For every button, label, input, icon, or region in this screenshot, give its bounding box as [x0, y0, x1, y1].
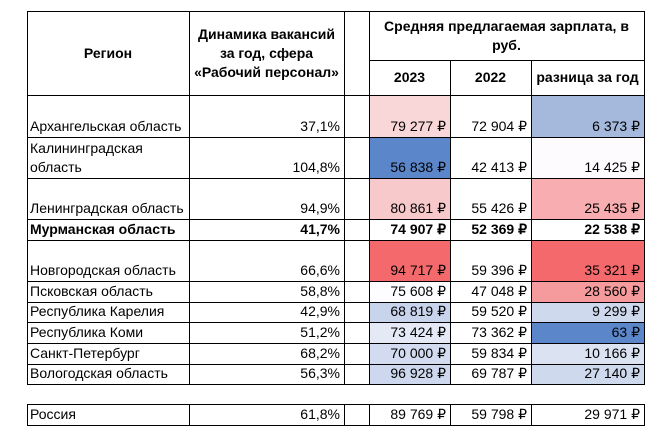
header-2023: 2023: [393, 69, 426, 85]
salary-2023-cell: 73 424 ₽: [369, 322, 450, 343]
salary-2023-cell: 56 838 ₽: [369, 137, 450, 178]
dynamics-cell: 41,7%: [300, 221, 340, 237]
salary-diff-cell: 14 425 ₽: [531, 137, 644, 178]
salary-2022-cell: 52 369 ₽: [471, 221, 527, 237]
subheader-line: [369, 60, 645, 61]
header-bottom-line: [27, 95, 645, 96]
grid-line: [450, 404, 451, 426]
salary-diff-cell: 6 373 ₽: [531, 95, 644, 137]
salary-2022-cell: 59 396 ₽: [471, 262, 527, 278]
grid-line: [531, 60, 532, 385]
row-line: [27, 281, 645, 282]
row-line: [27, 343, 645, 344]
dynamics-cell: 58,8%: [300, 283, 340, 299]
header-region: Регион: [83, 44, 133, 61]
dynamics-cell: 37,1%: [300, 118, 340, 134]
salary-2022-cell: 72 904 ₽: [471, 118, 527, 134]
salary-2023-cell: 94 717 ₽: [369, 240, 450, 281]
dynamics-cell: 56,3%: [300, 365, 340, 381]
salary-2023-cell: 70 000 ₽: [369, 343, 450, 364]
salary-diff-cell: 35 321 ₽: [531, 240, 644, 281]
salary-2022-cell: 42 413 ₽: [471, 159, 527, 175]
total-top-line: [27, 404, 645, 405]
salary-2023-cell: 74 907 ₽: [369, 219, 450, 240]
header-2022: 2022: [474, 69, 507, 85]
region-cell: Калининградская область: [30, 140, 143, 175]
grid-line: [189, 404, 190, 426]
region-cell: Новгородская область: [30, 262, 176, 278]
row-line: [27, 137, 645, 138]
dynamics-cell: 104,8%: [292, 159, 340, 175]
region-cell: Мурманская область: [30, 221, 176, 237]
row-line: [27, 302, 645, 303]
row-line: [27, 219, 645, 220]
salary-2022-cell: 59 834 ₽: [471, 345, 527, 361]
region-cell: Республика Карелия: [30, 303, 165, 319]
salary-2023-cell: 75 608 ₽: [369, 281, 450, 302]
row-line: [27, 178, 645, 179]
grid-line: [27, 11, 28, 385]
salary-diff-cell: 25 435 ₽: [531, 178, 644, 219]
total-diff: 29 971 ₽: [584, 406, 640, 422]
header-dynamics: Динамика вакансий за год, сфера «Рабочий…: [194, 25, 339, 80]
total-region: Россия: [30, 406, 76, 422]
salary-2023-cell: 80 861 ₽: [369, 178, 450, 219]
dynamics-cell: 66,6%: [300, 262, 340, 278]
dynamics-cell: 94,9%: [300, 200, 340, 216]
table-top-border: [27, 11, 645, 12]
salary-2022-cell: 55 426 ₽: [471, 200, 527, 216]
salary-2022-cell: 69 787 ₽: [471, 365, 527, 381]
region-cell: Республика Коми: [30, 324, 144, 340]
row-line: [27, 384, 645, 385]
salary-2022-cell: 59 520 ₽: [471, 303, 527, 319]
row-line: [27, 364, 645, 365]
total-2023: 89 769 ₽: [390, 406, 446, 422]
grid-line: [369, 404, 370, 426]
grid-line: [644, 11, 645, 385]
grid-line: [344, 11, 345, 385]
grid-line: [344, 404, 345, 426]
grid-line: [450, 60, 451, 385]
salary-diff-cell: 27 140 ₽: [531, 364, 644, 384]
salary-diff-cell: 10 166 ₽: [531, 343, 644, 364]
salary-diff-cell: 28 560 ₽: [531, 281, 644, 302]
grid-line: [531, 404, 532, 426]
grid-line: [644, 404, 645, 426]
region-cell: Архангельская область: [30, 118, 182, 134]
region-cell: Санкт-Петербург: [30, 345, 140, 361]
grid-line: [27, 404, 28, 426]
dynamics-cell: 51,2%: [300, 324, 340, 340]
row-line: [27, 240, 645, 241]
salary-2023-cell: 68 819 ₽: [369, 302, 450, 322]
grid-line: [189, 11, 190, 385]
salary-2023-cell: 79 277 ₽: [369, 95, 450, 137]
salary-diff-cell: 22 538 ₽: [531, 219, 644, 240]
grid-line: [369, 11, 370, 385]
header-salary-group: Средняя предлагаемая зарплата, в руб.: [384, 17, 629, 53]
salary-2023-cell: 96 928 ₽: [369, 364, 450, 384]
total-dynamics: 61,8%: [300, 406, 340, 422]
dynamics-cell: 68,2%: [300, 345, 340, 361]
salary-2022-cell: 47 048 ₽: [471, 283, 527, 299]
total-bottom-line: [27, 425, 645, 426]
total-2022: 59 798 ₽: [471, 406, 527, 422]
row-line: [27, 322, 645, 323]
region-cell: Ленинградская область: [30, 200, 184, 216]
header-diff: разница за год: [536, 69, 639, 85]
salary-diff-cell: 63 ₽: [531, 322, 644, 343]
salary-diff-cell: 9 299 ₽: [531, 302, 644, 322]
region-cell: Псковская область: [30, 283, 153, 299]
salary-2022-cell: 73 362 ₽: [471, 324, 527, 340]
region-cell: Вологодская область: [30, 365, 168, 381]
dynamics-cell: 42,9%: [300, 303, 340, 319]
